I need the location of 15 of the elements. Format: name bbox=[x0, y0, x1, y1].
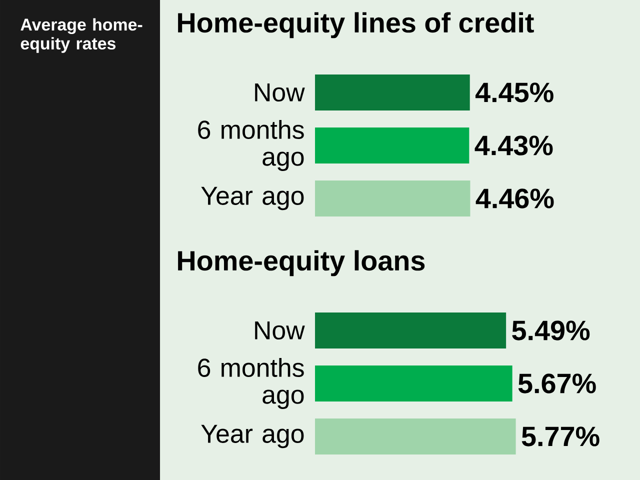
y-tick-label: Year ago bbox=[201, 424, 304, 448]
data-label: 5.49% bbox=[512, 320, 590, 340]
y-tick-label: 6 months ago bbox=[198, 358, 304, 410]
chart-title: Home-equity loans bbox=[178, 250, 425, 276]
chart-title: Home-equity lines of credit bbox=[178, 12, 534, 38]
data-label: 5.67% bbox=[518, 374, 596, 394]
data-label: 4.46% bbox=[476, 188, 554, 208]
text: Average home-equity rates bbox=[20, 18, 142, 53]
y-tick-label: Now bbox=[255, 83, 305, 102]
data-label: 4.45% bbox=[475, 82, 554, 102]
data-label: 5.77% bbox=[522, 426, 600, 446]
y-tick-label: Year ago bbox=[201, 186, 304, 210]
y-tick-label: 6 months ago bbox=[198, 120, 304, 172]
data-label: 4.43% bbox=[474, 136, 553, 156]
y-tick-label: Now bbox=[255, 321, 305, 340]
